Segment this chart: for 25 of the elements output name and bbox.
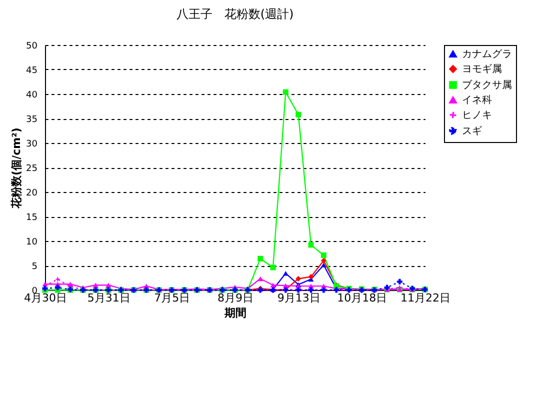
y-tick-label: 35 xyxy=(26,115,38,125)
y-tick-label: 45 xyxy=(26,66,38,76)
legend-label: イネ科 xyxy=(462,94,492,106)
x-tick-label: 7月5日 xyxy=(154,292,190,304)
x-tick-label: 5月31日 xyxy=(87,292,130,304)
y-tick-label: 15 xyxy=(26,213,38,223)
y-axis-title: 花粉数(個/cm²) xyxy=(10,128,24,210)
x-tick-label: 9月13日 xyxy=(277,292,320,304)
y-tick-label: 25 xyxy=(26,164,38,174)
legend-label: ヨモギ属 xyxy=(462,63,502,75)
legend-label: スギ xyxy=(462,125,482,137)
x-axis-title: 期間 xyxy=(224,306,246,320)
y-tick-label: 5 xyxy=(32,262,38,272)
y-tick-label: 10 xyxy=(26,238,38,248)
legend-label: ヒノキ xyxy=(462,110,492,121)
legend-label: ブタクサ属 xyxy=(462,79,512,91)
x-tick-label: 10月18日 xyxy=(337,292,388,304)
y-tick-label: 30 xyxy=(26,140,38,150)
chart-title: 八王子 花粉数(週計) xyxy=(176,7,294,21)
y-tick-label: 20 xyxy=(26,188,38,198)
y-tick-label: 40 xyxy=(26,90,38,100)
x-tick-label: 11月22日 xyxy=(400,292,450,304)
x-tick-label: 8月9日 xyxy=(218,292,254,304)
y-tick-label: 50 xyxy=(26,42,38,52)
legend-label: カナムグラ xyxy=(462,49,512,60)
